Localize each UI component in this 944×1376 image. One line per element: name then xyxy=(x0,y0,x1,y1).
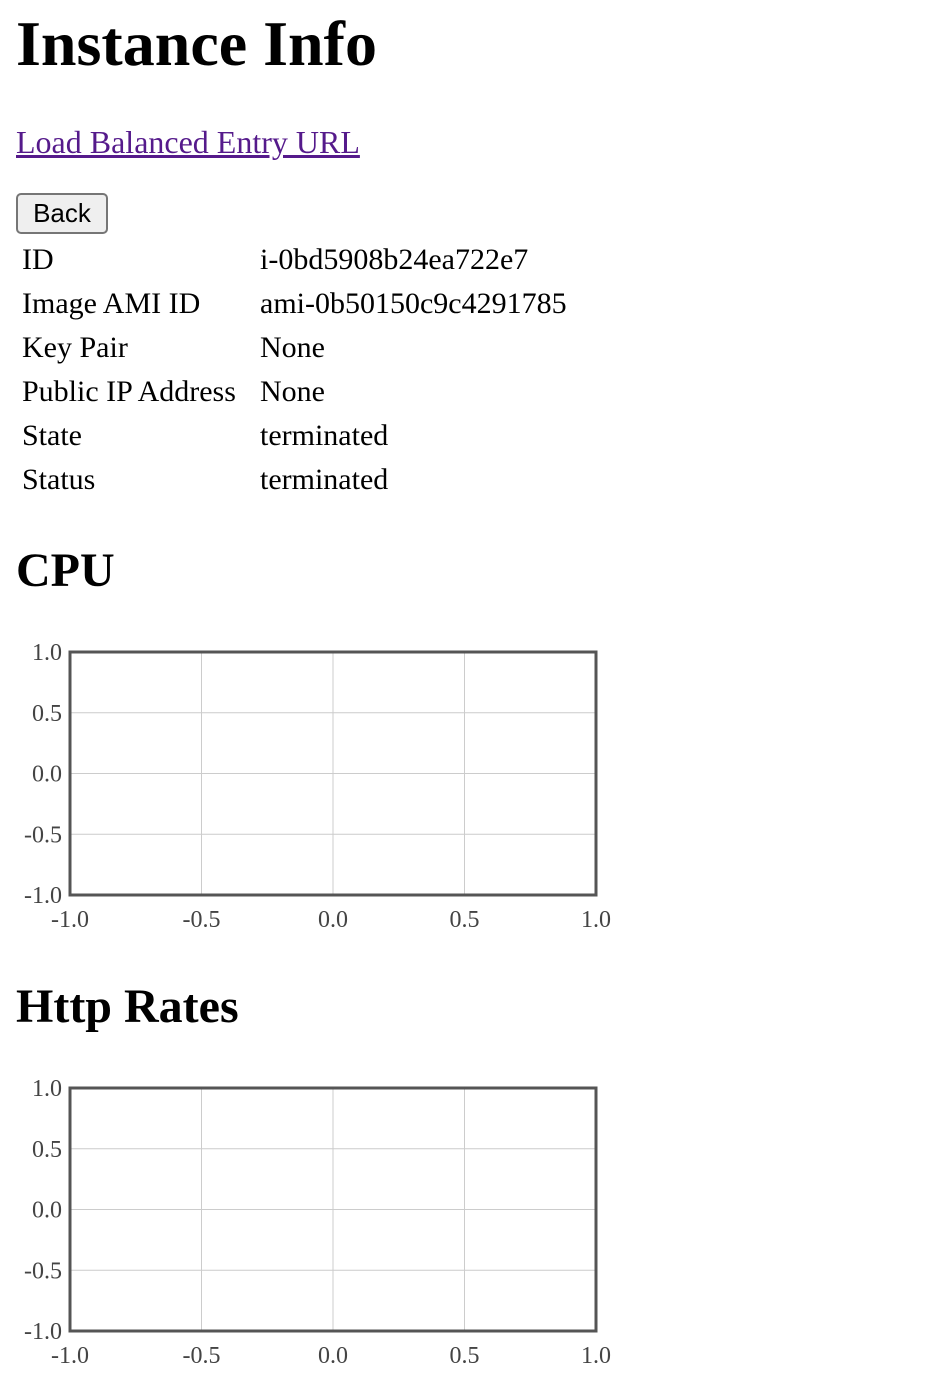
row-label: ID xyxy=(22,243,54,276)
row-label: Image AMI ID xyxy=(22,287,201,320)
page-title: Instance Info xyxy=(16,8,377,79)
row-value: None xyxy=(260,331,325,364)
cpu-chart: -1.0 -0.5 0.0 0.5 1.0 1.0 0.5 0.0 -0.5 -1.0 xyxy=(24,640,611,933)
x-tick-label: 0.0 xyxy=(318,1343,348,1369)
y-tick-label: -1.0 xyxy=(24,1319,62,1345)
x-tick-label: 0.5 xyxy=(450,1343,480,1369)
y-tick-label: 1.0 xyxy=(32,640,62,666)
table-row: State terminated xyxy=(20,416,569,456)
row-label: Public IP Address xyxy=(22,375,236,408)
table-row: Key Pair None xyxy=(20,328,569,368)
x-tick-label: 1.0 xyxy=(581,907,611,933)
row-value: terminated xyxy=(260,419,389,452)
http-rates-chart: -1.0 -0.5 0.0 0.5 1.0 1.0 0.5 0.0 -0.5 -1.0 xyxy=(24,1076,611,1369)
x-tick-label: 0.0 xyxy=(318,907,348,933)
row-value: None xyxy=(260,375,325,408)
y-tick-label: -1.0 xyxy=(24,883,62,909)
x-tick-label: -0.5 xyxy=(183,1343,221,1369)
y-tick-label: 0.0 xyxy=(32,1198,62,1224)
load-balanced-entry-link[interactable]: Load Balanced Entry URL xyxy=(16,124,360,160)
x-tick-label: 1.0 xyxy=(581,1343,611,1369)
row-label: Status xyxy=(22,463,96,496)
cpu-heading: CPU xyxy=(16,544,115,597)
x-tick-label: 0.5 xyxy=(450,907,480,933)
x-tick-label: -1.0 xyxy=(51,907,89,933)
y-tick-label: 0.0 xyxy=(32,762,62,788)
table-row: Public IP Address None xyxy=(20,372,569,412)
table-row: Image AMI ID ami-0b50150c9c4291785 xyxy=(20,284,569,324)
back-button[interactable]: Back xyxy=(16,193,108,234)
plot-frame xyxy=(68,650,598,897)
row-value: ami-0b50150c9c4291785 xyxy=(260,287,567,320)
instance-info-table: ID i-0bd5908b24ea722e7 Image AMI ID ami-… xyxy=(16,236,573,504)
plot-frame xyxy=(68,1086,598,1333)
row-value: terminated xyxy=(260,463,389,496)
x-tick-label: -0.5 xyxy=(183,907,221,933)
row-label: Key Pair xyxy=(22,331,128,364)
y-tick-label: 1.0 xyxy=(32,1076,62,1102)
row-value: i-0bd5908b24ea722e7 xyxy=(260,243,529,276)
x-tick-label: -1.0 xyxy=(51,1343,89,1369)
y-tick-label: -0.5 xyxy=(24,822,62,848)
http-rates-heading: Http Rates xyxy=(16,980,239,1033)
y-tick-label: 0.5 xyxy=(32,701,62,727)
table-row: Status terminated xyxy=(20,460,569,500)
y-tick-label: 0.5 xyxy=(32,1137,62,1163)
table-row: ID i-0bd5908b24ea722e7 xyxy=(20,240,569,280)
row-label: State xyxy=(22,419,82,452)
y-tick-label: -0.5 xyxy=(24,1258,62,1284)
